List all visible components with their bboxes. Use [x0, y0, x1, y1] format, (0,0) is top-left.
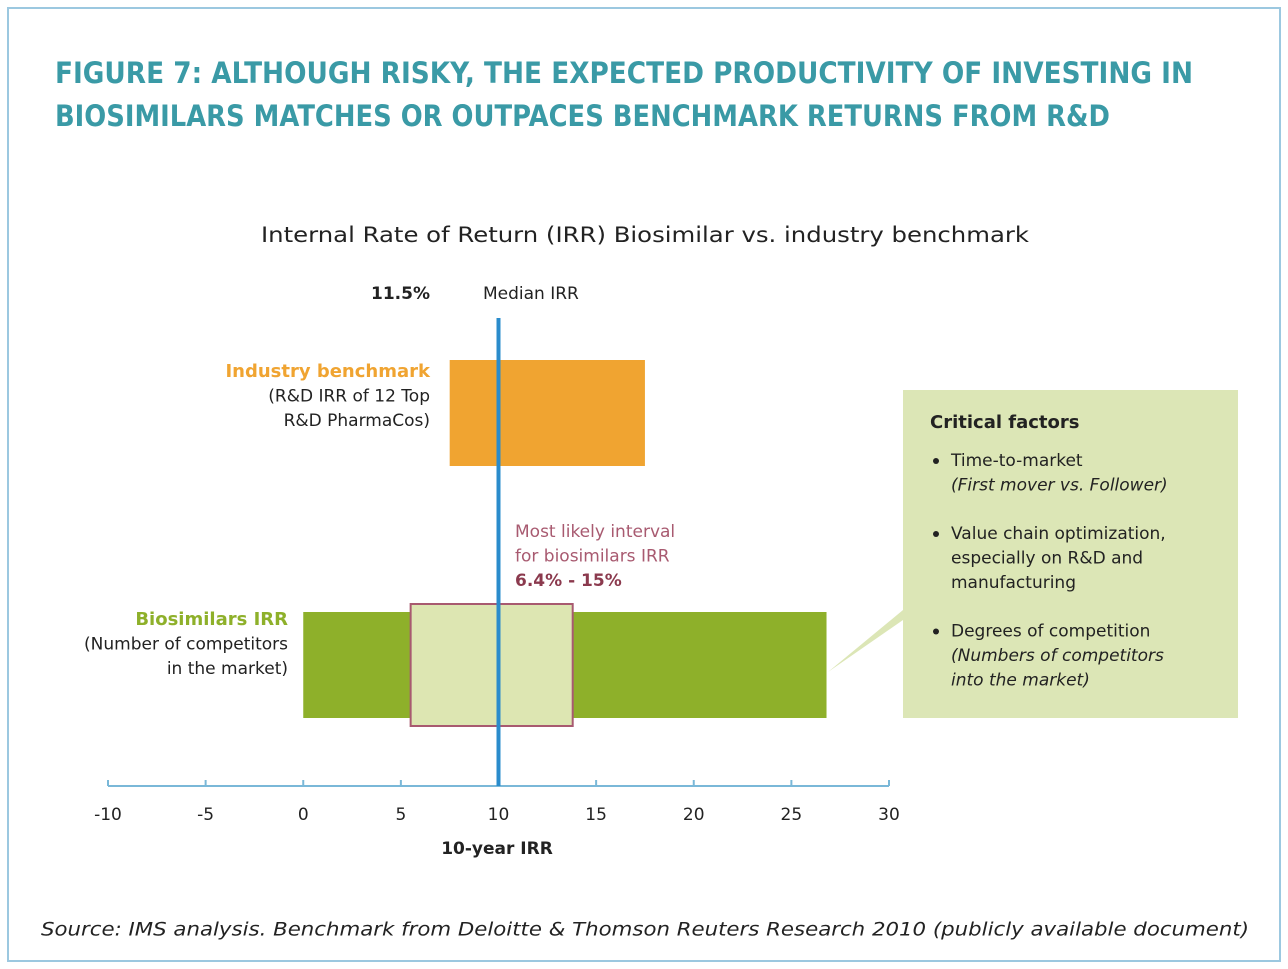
bar — [449, 360, 645, 466]
category-note: in the market) — [167, 659, 288, 679]
callout-title: Critical factors — [930, 412, 1080, 433]
callout-item: Value chain optimization, — [951, 524, 1166, 544]
x-tick-label: 25 — [781, 805, 803, 825]
interval-box — [409, 603, 574, 727]
bullet — [933, 458, 939, 464]
x-tick-label: 15 — [585, 805, 607, 825]
x-tick-label: 0 — [298, 805, 309, 825]
x-tick-label: -5 — [197, 805, 214, 825]
x-tick-label: 5 — [395, 805, 406, 825]
interval-value: 6.4% - 15% — [515, 571, 622, 591]
x-axis-label: 10-year IRR — [441, 839, 553, 859]
source: Source: IMS analysis. Benchmark from Del… — [41, 919, 1249, 941]
callout-note: into the market) — [951, 671, 1090, 691]
chart-subtitle: Internal Rate of Return (IRR) Biosimilar… — [261, 223, 1030, 247]
category-note: (Number of competitors — [84, 635, 288, 655]
reference-label: Median IRR — [483, 284, 579, 304]
frame — [7, 7, 1281, 962]
bullet — [933, 531, 939, 537]
callout-item: Degrees of competition — [951, 622, 1150, 642]
category-label: Biosimilars IRR — [135, 609, 288, 630]
callout-note: (Numbers of competitors — [951, 646, 1164, 666]
interval-label: Most likely interval — [515, 522, 675, 542]
callout-item: Time-to-market — [950, 451, 1083, 471]
category-label: Industry benchmark — [225, 361, 431, 382]
interval-label: for biosimilars IRR — [515, 547, 670, 567]
callout-item: especially on R&D and — [951, 549, 1143, 569]
x-tick-label: 20 — [683, 805, 705, 825]
x-tick-label: -10 — [94, 805, 122, 825]
category-note: (R&D IRR of 12 Top — [268, 387, 430, 407]
chart-title: FIGURE 7: ALTHOUGH RISKY, THE EXPECTED P… — [55, 56, 1193, 90]
callout-item: manufacturing — [951, 573, 1076, 593]
category-note: R&D PharmaCos) — [284, 411, 430, 431]
callout-box — [828, 390, 1238, 718]
x-tick-label: 30 — [878, 805, 900, 825]
bullet — [933, 628, 939, 635]
x-tick-label: 10 — [488, 805, 510, 825]
chart-title: BIOSIMILARS MATCHES OR OUTPACES BENCHMAR… — [55, 99, 1110, 133]
callout-note: (First mover vs. Follower) — [951, 476, 1168, 496]
reference-value: 11.5% — [371, 284, 430, 304]
